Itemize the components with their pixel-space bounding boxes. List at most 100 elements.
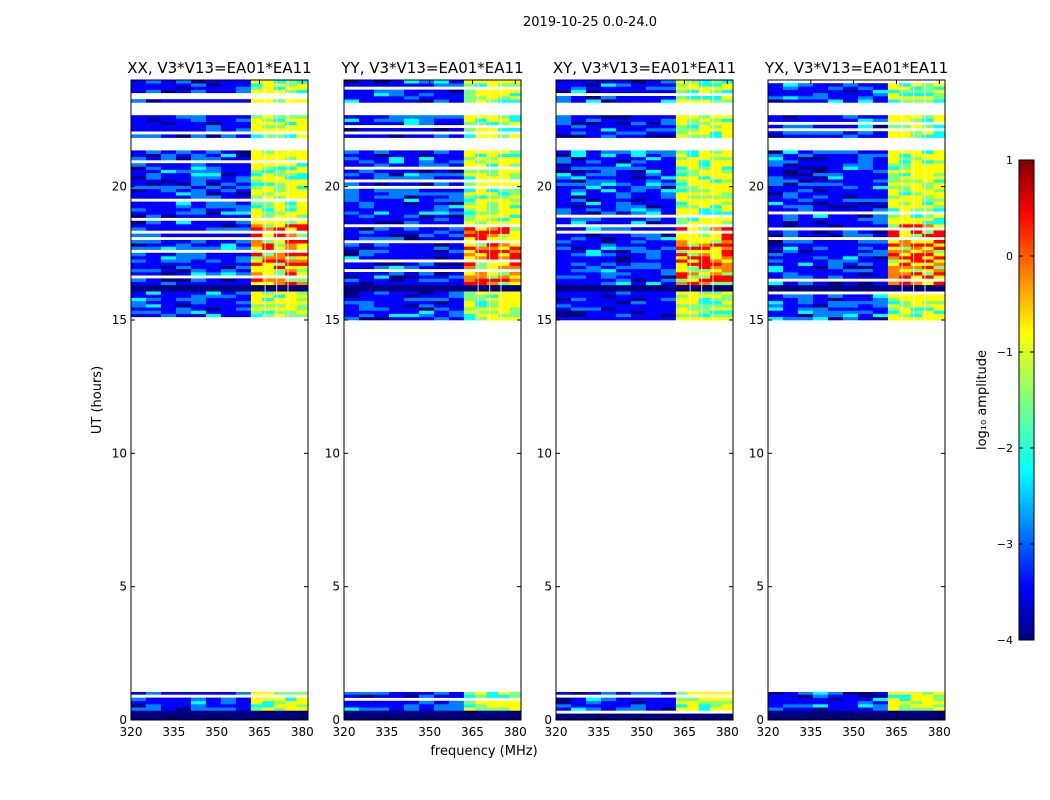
heatmap-cell-rfi xyxy=(475,230,488,234)
heatmap-cell xyxy=(373,307,390,311)
x-tick-label: 380 xyxy=(291,725,314,739)
heatmap-cell xyxy=(630,265,647,270)
heatmap-cell xyxy=(872,188,889,193)
heatmap-cell-rfi xyxy=(509,310,522,314)
heatmap-cell-rfi xyxy=(509,256,522,260)
heatmap-cell-rfi xyxy=(721,156,734,161)
heatmap-cell xyxy=(768,163,784,167)
heatmap-cell-rfi xyxy=(273,86,286,90)
heatmap-cell xyxy=(585,692,602,695)
heatmap-cell xyxy=(145,163,162,167)
heatmap-cell-rfi xyxy=(463,172,476,177)
heatmap-cell xyxy=(358,236,375,241)
heatmap-cell-rfi xyxy=(475,192,488,196)
heatmap-cell-rfi xyxy=(296,86,309,90)
heatmap-cell xyxy=(131,300,147,305)
heatmap-cell xyxy=(615,310,632,314)
heatmap-cell-rfi xyxy=(698,83,711,87)
heatmap-cell xyxy=(418,92,435,97)
heatmap-cell-rfi xyxy=(475,304,488,308)
heatmap-cell xyxy=(585,211,602,215)
heatmap-cell-rfi xyxy=(887,268,900,273)
heatmap-cell xyxy=(160,118,177,122)
heatmap-cell xyxy=(403,252,420,257)
heatmap-cell xyxy=(373,198,390,202)
heatmap-cell xyxy=(235,182,252,186)
heatmap-cell xyxy=(630,115,647,119)
heatmap-cell-rfi xyxy=(273,233,286,238)
heatmap-cell-rfi xyxy=(498,163,510,167)
heatmap-cell xyxy=(556,83,572,87)
heatmap-cell-rfi xyxy=(910,176,923,180)
heatmap-cell xyxy=(570,211,587,215)
heatmap-cell-rfi xyxy=(463,272,476,276)
heatmap-cell-rfi xyxy=(698,208,711,212)
heatmap-cell xyxy=(768,313,784,318)
heatmap-cell xyxy=(812,246,829,250)
heatmap-cell-rfi xyxy=(933,692,946,695)
heatmap-cell xyxy=(660,233,677,238)
heatmap-cell-rfi xyxy=(498,192,510,196)
heatmap-cell xyxy=(388,262,405,266)
heatmap-cell-rfi xyxy=(887,220,900,225)
heatmap-cell-rfi xyxy=(273,692,286,695)
heatmap-cell xyxy=(645,179,662,183)
heatmap-cell-rfi xyxy=(463,278,476,282)
heatmap-cell xyxy=(418,96,435,100)
heatmap-cell-rfi xyxy=(922,124,934,129)
heatmap-cell xyxy=(175,697,192,702)
heatmap-cell xyxy=(220,233,237,238)
heatmap-cell xyxy=(388,281,405,286)
heatmap-cell xyxy=(175,80,192,84)
heatmap-cell-rfi xyxy=(498,275,510,279)
heatmap-cell-rfi xyxy=(262,304,275,308)
heatmap-cell xyxy=(585,246,602,250)
heatmap-cell xyxy=(358,96,375,100)
heatmap-cell xyxy=(570,121,587,126)
heatmap-cell xyxy=(344,204,360,209)
heatmap-cell-rfi xyxy=(273,697,286,702)
heatmap-cell-rfi xyxy=(887,704,900,708)
heatmap-cell-rfi xyxy=(675,700,688,705)
heatmap-cell xyxy=(556,281,572,286)
heatmap-cell xyxy=(827,83,844,87)
heatmap-cell xyxy=(205,204,222,209)
heatmap-cell-rfi xyxy=(922,118,934,122)
heatmap-cell-rfi xyxy=(721,86,734,90)
heatmap-cell-rfi xyxy=(933,118,946,122)
heatmap-cell xyxy=(812,697,829,702)
heatmap-cell-rfi xyxy=(887,217,900,222)
heatmap-cell xyxy=(235,124,252,129)
heatmap-cell-rfi xyxy=(698,188,711,193)
heatmap-cell-rfi xyxy=(463,243,476,247)
heatmap-cell xyxy=(842,115,859,119)
heatmap-cell xyxy=(403,195,420,199)
heatmap-cell xyxy=(645,265,662,270)
heatmap-cell-rfi xyxy=(721,208,734,212)
heatmap-cell xyxy=(418,281,435,286)
heatmap-cell xyxy=(827,224,844,228)
heatmap-cell xyxy=(448,211,465,215)
heatmap-cell xyxy=(448,246,465,250)
heatmap-cell-rfi xyxy=(273,176,286,180)
heatmap-cell xyxy=(358,188,375,193)
heatmap-cell-rfi xyxy=(250,304,263,308)
heatmap-cell xyxy=(175,307,192,311)
heatmap-cell xyxy=(388,201,405,206)
heatmap-cell xyxy=(797,694,814,698)
heatmap-cell xyxy=(615,131,632,135)
heatmap-cell-rfi xyxy=(933,169,946,174)
heatmap-cell xyxy=(768,182,784,186)
heatmap-cell-rfi xyxy=(910,217,923,222)
heatmap-cell xyxy=(872,700,889,705)
heatmap-cell-rfi xyxy=(475,236,488,241)
heatmap-cell-rfi xyxy=(687,272,700,276)
heatmap-cell xyxy=(160,252,177,257)
heatmap-cell xyxy=(448,96,465,100)
heatmap-cell-rfi xyxy=(675,294,688,298)
heatmap-cell xyxy=(872,150,889,154)
heatmap-cell-rfi xyxy=(922,310,934,314)
heatmap-cell-rfi xyxy=(933,131,946,135)
heatmap-cell-rfi xyxy=(285,182,297,186)
heatmap-cell-rfi xyxy=(721,188,734,193)
